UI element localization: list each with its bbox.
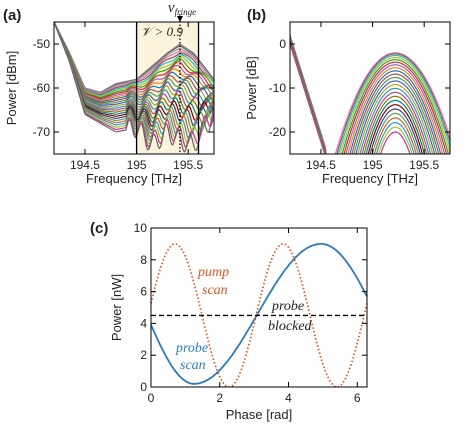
- panel-a-fringe-arrow: [176, 16, 183, 22]
- panel-c-frame: [150, 227, 368, 388]
- panel-a-fringe-label: νfringe: [168, 0, 196, 17]
- panel-a-label: (a): [3, 7, 21, 24]
- probe-scan-line: [151, 243, 367, 385]
- y-tick-label: 4: [140, 316, 147, 330]
- panel-b-label: (b): [247, 7, 266, 24]
- y-tick-label: -70: [33, 125, 51, 139]
- pump-scan-label-line2: scan: [202, 283, 228, 298]
- panel-a-curve: [54, 22, 214, 153]
- panel-a-ylabel: Power [dBm]: [4, 51, 19, 125]
- probe-blocked-label-line2: blocked: [268, 319, 313, 334]
- probe-blocked-label-line1: probe: [271, 299, 304, 314]
- y-tick-label: 10: [134, 221, 148, 235]
- panel-b-ticks: 194.5 195 195.5 -20 -10 0: [269, 22, 450, 172]
- panel-b-ylabel: Power [dB]: [244, 56, 259, 120]
- panel-c-ticks: 0 2 4 6 0 2 4 6 8 10: [134, 221, 367, 405]
- y-tick-label: -60: [33, 81, 51, 95]
- y-tick-label: 0: [140, 380, 147, 394]
- panel-a-region-label: 𝒱 > 0.9: [141, 24, 184, 39]
- panel-a-xlabel: Frequency [THz]: [86, 171, 182, 186]
- y-tick-label: -50: [33, 37, 51, 51]
- pump-scan-label-line1: pump: [197, 265, 229, 280]
- x-tick-label: 2: [216, 391, 223, 405]
- probe-scan-label-line1: probe: [175, 341, 208, 356]
- panel-c-ylabel: Power [nW]: [109, 274, 124, 341]
- panel-b-xlabel: Frequency [THz]: [322, 171, 418, 186]
- panel-a-ticks: 194.5 195 195.5 -70 -60 -50: [33, 22, 214, 172]
- y-tick-label: 8: [140, 253, 147, 267]
- panel-c-xlabel: Phase [rad]: [226, 407, 293, 422]
- panel-a: (a) 𝒱 > 0.9 νfringe 194.5 195 195.5 -70 -60 -…: [3, 0, 215, 186]
- panel-c: (c) 0 2 4 6 0 2 4 6 8 10 pump scan probe scan pro…: [90, 220, 368, 422]
- y-tick-label: -20: [269, 125, 287, 139]
- panel-c-series: [151, 243, 367, 387]
- probe-scan-label-line2: scan: [180, 358, 206, 373]
- y-tick-label: 0: [279, 37, 286, 51]
- panel-c-label: (c): [90, 220, 108, 237]
- x-tick-label: 195: [363, 158, 383, 172]
- y-tick-label: 2: [140, 348, 147, 362]
- panel-a-series: [54, 22, 214, 153]
- x-tick-label: 6: [354, 391, 361, 405]
- y-tick-label: -10: [269, 81, 287, 95]
- panel-a-fringe-symbol: ν: [168, 0, 175, 16]
- panel-b-curve: [290, 43, 411, 154]
- x-tick-label: 0: [148, 391, 155, 405]
- x-tick-label: 194.5: [306, 158, 336, 172]
- panel-b: (b) 194.5 195 195.5 -20 -10 0 Frequency [THz]…: [244, 7, 451, 186]
- x-tick-label: 195.5: [173, 158, 203, 172]
- x-tick-label: 195: [127, 158, 147, 172]
- y-tick-label: 6: [140, 285, 147, 299]
- panel-a-fringe-subscript: fringe: [175, 7, 197, 17]
- x-tick-label: 4: [285, 391, 292, 405]
- x-tick-label: 194.5: [70, 158, 100, 172]
- panel-b-series: [290, 35, 450, 154]
- x-tick-label: 195.5: [409, 158, 439, 172]
